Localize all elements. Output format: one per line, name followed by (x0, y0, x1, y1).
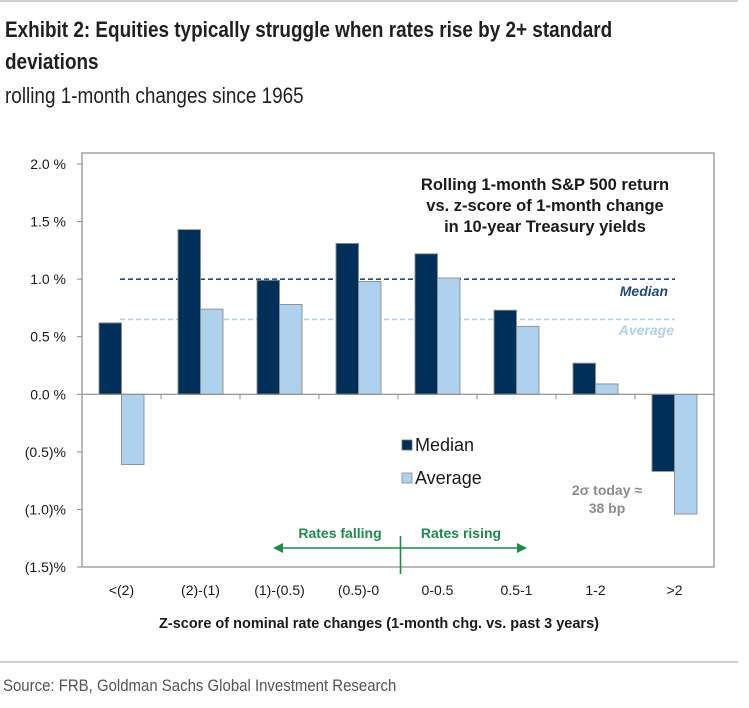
x-tick-label: (2)-(1) (181, 582, 220, 598)
plot-frame (81, 152, 715, 568)
x-tick-label: >2 (667, 582, 683, 598)
rates-rising-label: Rates rising (421, 525, 501, 541)
legend-average-swatch (401, 472, 413, 484)
x-tick-labels: <(2) (2)-(1) (1)-(0.5) (0.5)-0 0-0.5 0.5-1 1-2… (109, 582, 683, 598)
legend-median-swatch (401, 439, 413, 451)
x-tick-label: 0-0.5 (422, 582, 454, 598)
chart-inner-title-line-3: in 10-year Treasury yields (444, 218, 646, 236)
source-note: Source: FRB, Goldman Sachs Global Invest… (3, 676, 397, 695)
y-tick-label: (1.0)% (25, 501, 66, 517)
bar-median (493, 309, 517, 395)
rates-direction-annotation: Rates falling Rates rising (273, 525, 527, 574)
bar-average (516, 325, 540, 395)
title-line-1: Exhibit 2: Equities typically struggle w… (5, 17, 613, 42)
x-tick-label: (0.5)-0 (338, 582, 379, 598)
sigma-note-line-2: 38 bp (589, 500, 626, 516)
title-line-2: deviations (5, 49, 99, 74)
x-axis (82, 393, 714, 400)
y-tick-label: 2.0 % (30, 156, 66, 172)
rates-falling-arrowhead (273, 543, 283, 553)
y-tick-label: 0.0 % (30, 386, 66, 402)
chart-inner-title-line-1: Rolling 1-month S&P 500 return (421, 176, 669, 194)
x-tick-label: (1)-(0.5) (254, 582, 305, 598)
sigma-note-line-1: 2σ today ≈ (572, 482, 642, 498)
exhibit-subtitle: rolling 1-month changes since 1965 (5, 83, 304, 108)
bar-average (200, 308, 224, 395)
y-tick-label: (0.5)% (25, 444, 66, 460)
legend: Median Average (401, 435, 482, 488)
bar-average (674, 393, 698, 515)
bar-median (98, 322, 122, 395)
bar-average (437, 277, 461, 395)
bar-average (595, 383, 619, 395)
median-line-label: Median (620, 283, 668, 299)
bar-average (279, 304, 303, 395)
x-tick-label: <(2) (109, 582, 134, 598)
top-rule (0, 0, 738, 2)
bars (98, 229, 698, 515)
y-tick-label: 1.0 % (30, 271, 66, 287)
bar-median (256, 279, 280, 395)
y-tick-label: (1.5)% (25, 559, 66, 575)
bar-average (358, 280, 382, 395)
bar-average (121, 393, 145, 465)
bar-median (572, 362, 596, 395)
x-tick-label: 1-2 (585, 582, 605, 598)
x-tick-label: 0.5-1 (501, 582, 533, 598)
chart-inner-title-line-2: vs. z-score of 1-month change (426, 197, 663, 215)
x-axis-title: Z-score of nominal rate changes (1-month… (159, 616, 599, 632)
rates-rising-arrowhead (517, 543, 527, 553)
average-line-label: Average (618, 322, 674, 338)
bottom-rule (0, 661, 738, 663)
y-tick-label: 0.5 % (30, 329, 66, 345)
y-axis: 2.0 % 1.5 % 1.0 % 0.5 % 0.0 % (0.5)% (1.0)% (1.… (25, 156, 82, 575)
y-tick-label: 1.5 % (30, 214, 66, 230)
exhibit-title: Exhibit 2: Equities typically struggle w… (5, 14, 637, 78)
bar-median (651, 393, 675, 472)
legend-median-label: Median (415, 435, 474, 455)
legend-average-label: Average (415, 468, 482, 488)
bar-median (414, 253, 438, 395)
bar-median (335, 242, 359, 395)
rates-falling-label: Rates falling (298, 525, 381, 541)
bar-median (177, 229, 201, 395)
